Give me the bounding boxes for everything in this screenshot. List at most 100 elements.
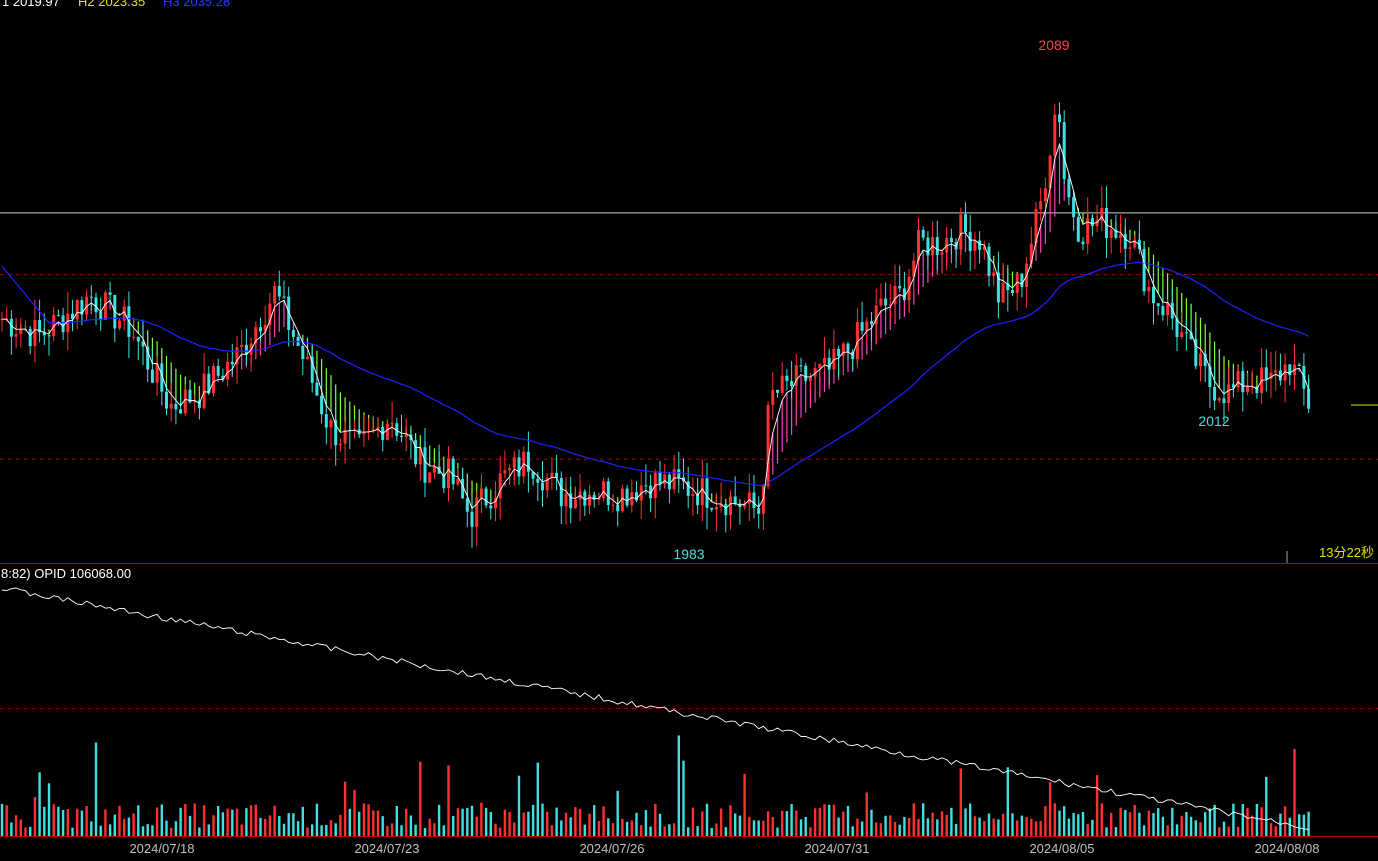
candle-body [385,424,389,441]
volume-bar [108,824,112,836]
candle-body [155,363,159,383]
volume-bar [1307,811,1310,836]
price-candles [0,102,1311,548]
x-tick-label: 2024/07/23 [354,841,419,856]
volume-bar [818,807,821,836]
candle-body [860,322,864,331]
volume-bar [301,806,304,836]
volume-bar [419,761,422,836]
volume-bar [729,805,732,836]
candle-body [1156,303,1160,307]
volume-bar [5,805,8,836]
volume-bar [315,803,319,836]
candle-body [1241,371,1245,393]
volume-bar [287,813,290,836]
candle-body [451,458,455,485]
candle-body [823,357,826,364]
volume-bar [856,818,859,836]
candle-body [254,327,258,344]
volume-bar [231,809,234,836]
candle-body [212,365,215,394]
volume-bar [541,803,544,836]
candle-body [259,327,262,332]
candle-body [33,320,37,347]
candle-body [620,488,624,512]
candle-body [418,447,422,465]
volume-bar [461,808,464,836]
candle-body [263,324,267,332]
volume-bar [0,803,4,836]
volume-bar [597,820,601,836]
candle-body [136,336,140,342]
volume-bar [771,817,774,836]
volume-bar [569,817,572,836]
candle-body [108,292,112,295]
volume-bar [1086,824,1089,836]
volume-bar [555,807,558,836]
volume-bar [1048,781,1052,836]
volume-bar [1124,809,1127,836]
candle-body [1114,229,1118,238]
candle-body [1001,283,1005,303]
volume-bar [1269,823,1273,836]
volume-bar [494,823,497,836]
candle-body [700,478,704,506]
volume-bar [1020,815,1024,836]
volume-bar [983,821,986,836]
volume-bar [442,825,445,836]
candle-body [423,447,427,483]
volume-bar [221,812,225,836]
candle-body [1166,302,1170,316]
volume-bar [832,804,836,836]
volume-bar [875,822,878,836]
candle-body [324,414,328,428]
candle-body [1039,201,1043,210]
volume-bar [969,803,972,836]
volume-bar [1236,826,1240,836]
candle-body [277,285,281,297]
volume-bar [433,823,436,836]
candle-body [870,321,873,325]
candle-body [475,497,479,527]
candle-body [644,485,648,487]
volume-bar [499,827,502,836]
candle-body [1062,122,1066,179]
candle-body [395,423,399,436]
volume-bar [870,809,873,836]
candle-body [1213,386,1217,401]
volume-bar [452,816,455,836]
candle-body [719,504,723,507]
volume-bar [640,825,643,836]
volume-bar [945,814,948,836]
candle-body [536,478,540,483]
volume-bar [1147,810,1150,836]
volume-bar [1072,813,1075,836]
candle-body [456,478,460,485]
volume-bar [790,804,793,836]
volume-bar [249,805,253,836]
candle-body [616,504,620,512]
volume-bar [1025,816,1028,836]
volume-bar [1058,810,1061,836]
candle-body [273,285,277,304]
volume-bar [151,825,154,836]
volume-bar [593,805,596,836]
volume-bar [978,817,981,836]
candle-body [597,498,601,500]
candle-body [442,473,446,489]
volume-bar [781,810,784,836]
candle-body [1297,364,1301,366]
candle-body [926,237,930,256]
volume-bar [531,804,535,836]
volume-bar [29,826,32,836]
volume-bar [1152,813,1155,836]
candle-body [1264,367,1268,379]
volume-bar [372,810,375,836]
candle-body [813,368,817,377]
volume-bar [254,804,257,836]
candle-body [1274,370,1278,373]
volume-bar [795,810,798,836]
candle-body [9,318,13,337]
candle-body [1034,209,1038,244]
